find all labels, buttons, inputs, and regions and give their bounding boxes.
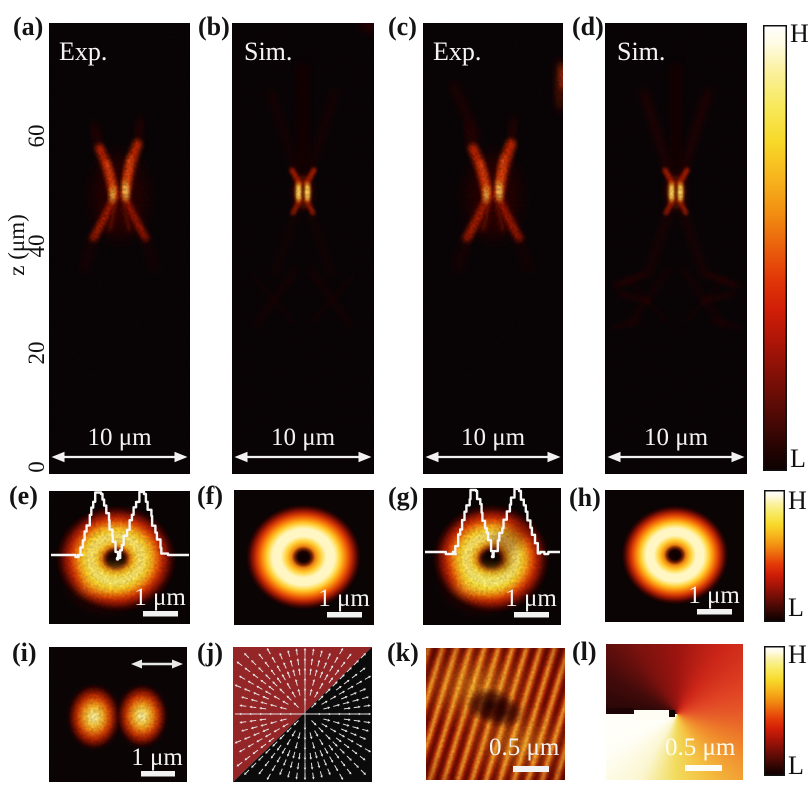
svg-text:1 μm: 1 μm [131, 744, 183, 771]
svg-text:10 μm: 10 μm [87, 424, 152, 451]
svg-text:10 μm: 10 μm [271, 424, 336, 451]
svg-text:1 μm: 1 μm [318, 585, 370, 612]
svg-text:10 μm: 10 μm [461, 424, 526, 451]
svg-text:1 μm: 1 μm [505, 585, 557, 612]
svg-text:10 μm: 10 μm [644, 424, 709, 451]
svg-text:1 μm: 1 μm [134, 584, 186, 611]
svg-text:1 μm: 1 μm [688, 582, 740, 609]
